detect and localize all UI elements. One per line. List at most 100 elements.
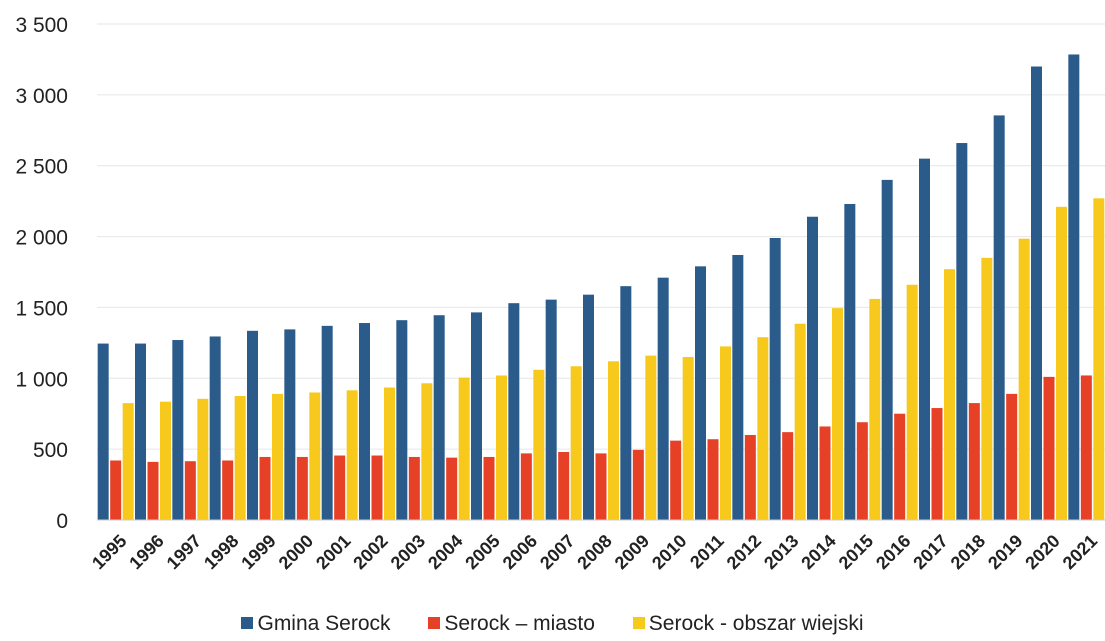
bar-gmina-serock-2013 <box>769 237 781 521</box>
x-tick-label: 2019 <box>984 531 1026 573</box>
x-tick-label: 2005 <box>461 531 503 573</box>
bar-serock-miasto-2007 <box>558 451 570 520</box>
legend-item-serock-wies: Serock - obszar wiejski <box>632 612 864 636</box>
bar-gmina-serock-2020 <box>1031 66 1042 520</box>
bar-serock-miasto-2006 <box>520 453 532 520</box>
bar-gmina-serock-1995 <box>97 343 109 520</box>
bar-serock-miasto-1996 <box>147 461 159 520</box>
x-tick-label: 2018 <box>947 531 989 573</box>
bar-gmina-serock-2017 <box>919 158 930 520</box>
x-tick-label: 2017 <box>909 531 951 573</box>
legend: Gmina Serock Serock – miasto Serock - ob… <box>0 612 1105 636</box>
bar-serock-miasto-2011 <box>707 439 719 520</box>
bar-gmina-serock-2011 <box>695 266 706 520</box>
bar-gmina-serock-2006 <box>508 303 520 520</box>
bar-serock-miasto-2012 <box>744 434 756 520</box>
bar-serock-obszar-wiejski-2013 <box>794 323 806 520</box>
bar-serock-obszar-wiejski-2004 <box>458 377 470 520</box>
x-tick-label: 2012 <box>723 531 765 573</box>
bar-gmina-serock-1998 <box>209 336 221 520</box>
bar-serock-miasto-2003 <box>408 456 420 520</box>
bar-serock-obszar-wiejski-2020 <box>1056 206 1067 520</box>
bar-serock-obszar-wiejski-2014 <box>832 308 843 520</box>
bar-gmina-serock-2014 <box>807 216 818 521</box>
bar-serock-miasto-2019 <box>1006 393 1018 520</box>
bar-serock-miasto-2002 <box>371 455 383 520</box>
x-tick-label: 2008 <box>573 531 615 573</box>
x-tick-label: 2006 <box>499 531 541 573</box>
bar-gmina-serock-1996 <box>135 343 146 520</box>
bar-gmina-serock-2015 <box>844 203 856 521</box>
bar-serock-miasto-2010 <box>670 440 682 520</box>
bar-gmina-serock-2019 <box>993 115 1005 520</box>
bar-serock-obszar-wiejski-2000 <box>309 392 321 520</box>
bar-serock-obszar-wiejski-2008 <box>608 361 619 520</box>
x-tick-label: 1996 <box>125 531 167 573</box>
legend-label-serock-miasto: Serock – miasto <box>444 612 595 635</box>
legend-label-gmina-serock: Gmina Serock <box>257 612 391 635</box>
y-tick-label: 1 000 <box>15 368 68 391</box>
bar-serock-miasto-2004 <box>446 457 458 520</box>
x-tick-label: 2000 <box>275 531 317 573</box>
bar-serock-obszar-wiejski-2018 <box>981 257 993 520</box>
bar-gmina-serock-2021 <box>1068 54 1080 520</box>
bar-serock-miasto-1995 <box>110 460 122 520</box>
bar-serock-miasto-1999 <box>259 456 271 520</box>
x-tick-label: 1995 <box>88 531 130 573</box>
x-tick-label: 2020 <box>1021 531 1063 573</box>
bar-gmina-serock-2007 <box>545 299 557 520</box>
bar-gmina-serock-2010 <box>657 277 669 520</box>
bar-serock-obszar-wiejski-2010 <box>682 357 694 520</box>
bar-serock-miasto-2000 <box>296 456 308 520</box>
bar-serock-obszar-wiejski-2015 <box>869 298 881 520</box>
bar-gmina-serock-1997 <box>172 340 184 520</box>
legend-swatch-serock-miasto <box>428 617 441 629</box>
bar-gmina-serock-2002 <box>359 323 370 520</box>
x-tick-label: 2002 <box>349 531 391 573</box>
bar-serock-obszar-wiejski-2005 <box>496 375 507 520</box>
x-tick-label: 2010 <box>648 531 690 573</box>
x-tick-label: 1999 <box>237 531 279 573</box>
bar-serock-miasto-2018 <box>968 403 980 520</box>
y-tick-label: 3 500 <box>15 14 68 37</box>
bar-gmina-serock-2001 <box>321 325 333 520</box>
legend-label-serock-wies: Serock - obszar wiejski <box>648 612 864 635</box>
y-tick-label: 500 <box>33 439 68 462</box>
bar-gmina-serock-2000 <box>284 329 296 520</box>
x-tick-label: 2014 <box>797 531 839 573</box>
legend-item-serock-miasto: Serock – miasto <box>428 612 595 636</box>
y-tick-label: 1 500 <box>15 297 68 320</box>
bar-serock-miasto-2017 <box>931 408 943 520</box>
bar-gmina-serock-2018 <box>956 143 968 521</box>
bar-serock-miasto-2016 <box>894 413 906 520</box>
bar-gmina-serock-2009 <box>620 286 632 520</box>
bars <box>97 54 1105 521</box>
x-tick-label: 2003 <box>387 531 429 573</box>
bar-gmina-serock-2012 <box>732 254 744 521</box>
y-tick-label: 0 <box>56 510 68 533</box>
x-tick-label: 2021 <box>1059 531 1101 573</box>
bar-serock-obszar-wiejski-1999 <box>272 393 283 520</box>
bar-serock-miasto-2013 <box>782 432 794 520</box>
x-tick-label: 2011 <box>686 531 728 573</box>
bar-serock-obszar-wiejski-2016 <box>906 284 918 520</box>
y-tick-label: 2 000 <box>15 227 68 250</box>
bar-serock-miasto-2014 <box>819 426 831 520</box>
bar-serock-miasto-2015 <box>856 422 868 520</box>
bar-serock-obszar-wiejski-2007 <box>570 366 582 520</box>
x-tick-label: 2007 <box>536 531 578 573</box>
y-tick-label: 2 500 <box>15 156 68 179</box>
bar-serock-obszar-wiejski-1996 <box>160 401 171 520</box>
y-axis: 0 500 1 000 1 500 2 000 2 500 3 000 3 500 <box>15 14 68 533</box>
x-tick-label: 2013 <box>760 531 802 573</box>
bar-serock-miasto-2021 <box>1080 375 1092 520</box>
x-tick-label: 2004 <box>424 531 466 573</box>
bar-serock-miasto-2008 <box>595 453 607 520</box>
x-tick-label: 2001 <box>312 531 354 573</box>
x-tick-label: 2016 <box>872 531 914 573</box>
bar-serock-obszar-wiejski-1995 <box>122 403 134 520</box>
legend-item-gmina-serock: Gmina Serock <box>241 612 391 636</box>
bar-gmina-serock-2004 <box>433 315 445 520</box>
x-tick-label: 1997 <box>163 531 205 573</box>
bar-serock-obszar-wiejski-2017 <box>944 269 955 520</box>
